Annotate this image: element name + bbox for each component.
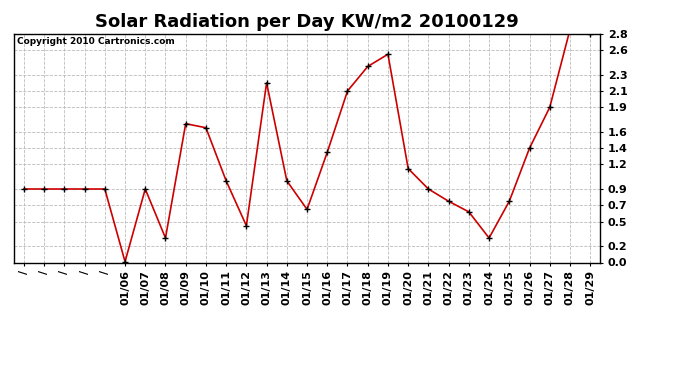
Title: Solar Radiation per Day KW/m2 20100129: Solar Radiation per Day KW/m2 20100129: [95, 13, 519, 31]
Text: Copyright 2010 Cartronics.com: Copyright 2010 Cartronics.com: [17, 37, 175, 46]
